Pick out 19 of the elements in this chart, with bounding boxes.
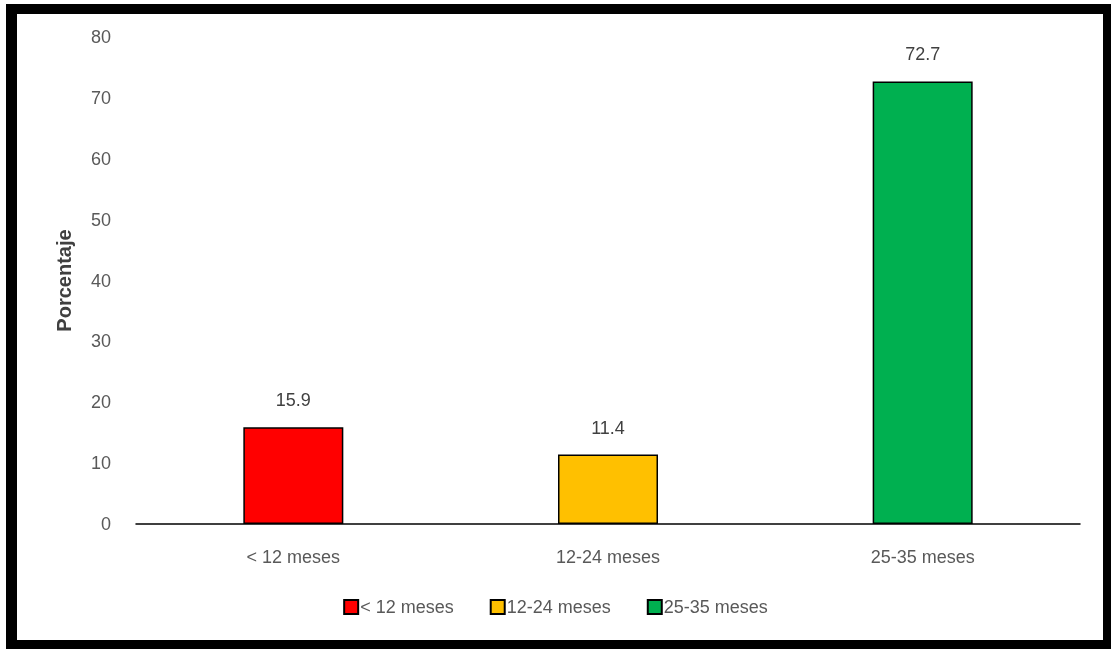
y-tick-label: 0 <box>100 514 111 534</box>
y-tick-label: 80 <box>90 27 111 47</box>
x-tick-label: < 12 meses <box>246 547 341 567</box>
legend-label: < 12 meses <box>360 597 454 617</box>
y-tick-label: 40 <box>90 270 111 291</box>
y-tick-label: 50 <box>90 209 111 230</box>
y-axis-title: Porcentaje <box>53 229 75 332</box>
data-label: 72.7 <box>905 44 941 65</box>
y-tick-label: 10 <box>90 453 111 474</box>
y-tick-label: 30 <box>90 331 111 352</box>
legend-label: 25-35 meses <box>663 597 768 617</box>
x-tick-label: 25-35 meses <box>870 547 975 567</box>
y-tick-label: 70 <box>90 87 111 108</box>
x-tick-label: 12-24 meses <box>555 547 661 567</box>
y-tick-label: 20 <box>90 392 111 413</box>
y-tick-label: 60 <box>90 148 111 169</box>
data-label: 11.4 <box>591 417 625 438</box>
data-label: 15.9 <box>275 390 311 411</box>
legend-label: 12-24 meses <box>506 597 611 617</box>
